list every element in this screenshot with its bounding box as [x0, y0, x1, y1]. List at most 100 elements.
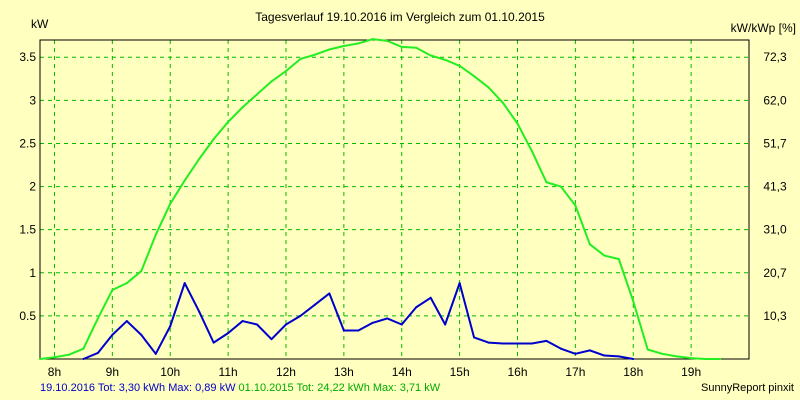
- data-point: [415, 46, 418, 49]
- chart-title: Tagesverlauf 19.10.2016 im Vergleich zum…: [255, 10, 545, 24]
- data-point: [183, 179, 186, 182]
- data-point: [82, 347, 85, 350]
- data-point: [169, 325, 172, 328]
- data-point: [125, 282, 128, 285]
- y-axis-label-right: kW/kWp [%]: [730, 21, 796, 35]
- grid: [40, 40, 749, 359]
- ticks-layer: 0.5 10,3 1 20,7 1.5 31,0 2 41,3 2.5 51,7 3 62,0 3.5 7…: [19, 50, 787, 379]
- data-point: [458, 64, 461, 67]
- data-point: [154, 233, 157, 236]
- x-tick-label: 14h: [392, 365, 412, 379]
- data-point: [357, 42, 360, 45]
- data-point: [502, 101, 505, 104]
- data-point: [284, 323, 287, 326]
- data-point: [227, 120, 230, 123]
- plot-frame: [39, 39, 750, 360]
- data-point: [371, 321, 374, 324]
- x-tick-label: 18h: [623, 365, 643, 379]
- data-point: [646, 348, 649, 351]
- data-point: [458, 282, 461, 285]
- data-point: [661, 352, 664, 355]
- data-point: [444, 323, 447, 326]
- x-tick-label: 19h: [681, 365, 701, 379]
- data-point: [241, 106, 244, 109]
- data-point: [530, 342, 533, 345]
- data-point: [719, 358, 722, 360]
- data-point: [82, 358, 85, 360]
- x-tick-label: 15h: [450, 365, 470, 379]
- legend-footer: 19.10.2016 Tot: 3,30 kWh Max: 0,89 kW 01…: [40, 382, 440, 394]
- data-point: [704, 358, 707, 360]
- data-point: [473, 75, 476, 78]
- y-tick-label-right: 62,0: [763, 93, 787, 107]
- x-tick-label: 12h: [276, 365, 296, 379]
- data-point: [429, 54, 432, 57]
- data-point: [53, 356, 56, 359]
- data-point: [487, 86, 490, 89]
- data-point: [574, 352, 577, 355]
- y-tick-label-right: 31,0: [763, 223, 787, 237]
- data-point: [67, 353, 70, 356]
- data-point: [39, 358, 41, 360]
- y-tick-label-right: 72,3: [763, 50, 787, 64]
- data-point: [429, 296, 432, 299]
- data-point: [313, 53, 316, 56]
- data-point: [284, 70, 287, 73]
- data-point: [588, 349, 591, 352]
- data-point: [299, 314, 302, 317]
- y-tick-label-left: 2: [29, 180, 36, 194]
- y-tick-label-left: 3.5: [19, 50, 36, 64]
- data-point: [169, 202, 172, 205]
- data-point: [690, 357, 693, 360]
- series-2: [39, 38, 722, 360]
- x-tick-label: 8h: [48, 365, 61, 379]
- y-axis-label-left: kW: [31, 17, 49, 31]
- data-point: [371, 38, 374, 41]
- data-point: [632, 300, 635, 303]
- data-point: [588, 243, 591, 246]
- data-point: [357, 329, 360, 332]
- data-point: [444, 58, 447, 61]
- y-tick-label-left: 2.5: [19, 136, 36, 150]
- data-point: [400, 323, 403, 326]
- data-point: [256, 323, 259, 326]
- data-point: [545, 339, 548, 342]
- data-point: [212, 138, 215, 141]
- data-point: [140, 333, 143, 336]
- x-tick-label: 17h: [565, 365, 585, 379]
- y-tick-label-left: 1.5: [19, 223, 36, 237]
- data-point: [270, 338, 273, 341]
- y-tick-label-left: 1: [29, 266, 36, 280]
- data-point: [154, 352, 157, 355]
- series-line: [83, 282, 634, 360]
- data-point: [603, 254, 606, 257]
- x-tick-label: 10h: [160, 365, 180, 379]
- data-point: [328, 48, 331, 51]
- x-tick-label: 13h: [334, 365, 354, 379]
- data-point: [256, 93, 259, 96]
- x-tick-label: 16h: [507, 365, 527, 379]
- data-point: [617, 257, 620, 260]
- legend-series-2: 01.10.2015 Tot: 24,22 kWh Max: 3,71 kW: [238, 382, 441, 394]
- data-point: [502, 342, 505, 345]
- data-point: [559, 347, 562, 350]
- y-tick-label-right: 51,7: [763, 136, 787, 150]
- data-point: [516, 342, 519, 345]
- data-point: [415, 306, 418, 309]
- y-tick-label-right: 20,7: [763, 266, 787, 280]
- data-point: [386, 39, 389, 42]
- series-line: [39, 38, 721, 360]
- data-point: [530, 150, 533, 153]
- series-layer: [39, 38, 722, 360]
- data-point: [198, 310, 201, 313]
- data-point: [241, 320, 244, 323]
- data-point: [545, 181, 548, 184]
- data-point: [212, 341, 215, 344]
- data-point: [111, 289, 114, 292]
- data-point: [603, 354, 606, 357]
- data-point: [675, 355, 678, 358]
- data-point: [313, 303, 316, 306]
- data-point: [632, 358, 635, 360]
- data-point: [617, 355, 620, 358]
- y-tick-label-right: 41,3: [763, 180, 787, 194]
